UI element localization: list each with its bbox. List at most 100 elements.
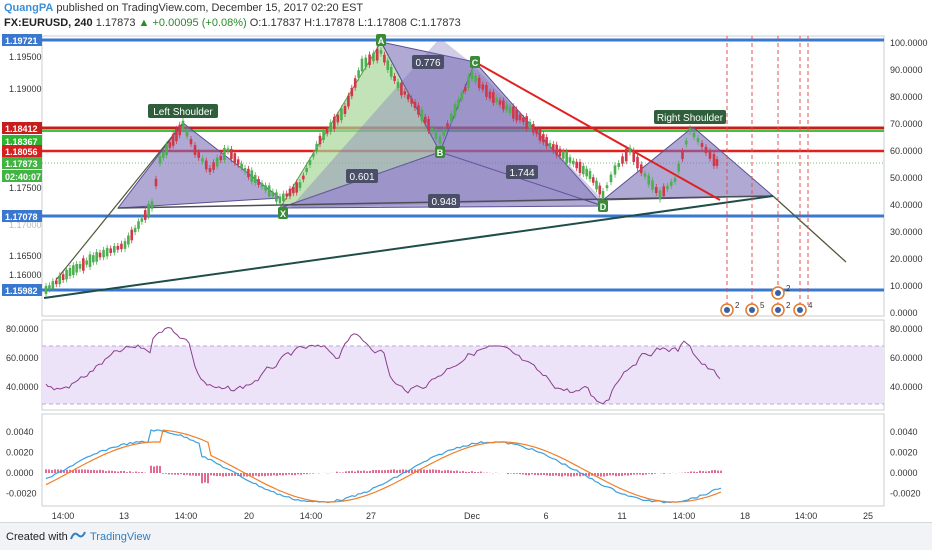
candle-body [181, 120, 185, 130]
candle-body [636, 156, 639, 169]
candle-body [340, 108, 343, 121]
candle-body [508, 106, 512, 114]
created-with-label: Created with [6, 531, 68, 543]
candle-body [515, 109, 518, 121]
candle-body [442, 129, 446, 136]
price-axis-tick: 40.0000 [890, 200, 923, 210]
candle-body [601, 191, 605, 199]
candle-body [123, 241, 127, 249]
candle-body [613, 165, 617, 175]
candle-body [715, 159, 719, 166]
candle-body [632, 150, 636, 162]
candle-body [639, 164, 643, 174]
candle-body [68, 268, 72, 276]
price-level-label: 1.15982 [5, 286, 38, 296]
candle-body [535, 129, 538, 134]
candle-body [688, 128, 692, 132]
candle-body [591, 177, 595, 183]
time-axis-tick: 20 [244, 511, 254, 521]
up-arrow-icon: ▲ [138, 17, 150, 29]
candle-body [654, 187, 658, 193]
last-price: 1.17873 [95, 17, 136, 29]
left-axis-tick: 1.19000 [9, 84, 42, 94]
tradingview-brand[interactable]: TradingView [90, 531, 151, 543]
candle-body [357, 70, 360, 78]
tradingview-logo-icon[interactable] [70, 529, 86, 541]
candle-body [82, 258, 85, 271]
candle-body [512, 106, 515, 119]
candle-body [185, 130, 189, 137]
candle-body [54, 280, 58, 285]
candle-body [406, 94, 410, 100]
candle-body [120, 243, 123, 250]
price-axis-tick: 50.0000 [890, 173, 923, 183]
candle-body [44, 286, 48, 294]
candle-body [127, 235, 130, 245]
candle-body [572, 160, 575, 165]
point-marker [376, 34, 386, 46]
candle-body [582, 165, 585, 175]
price-axis-tick: 90.0000 [890, 65, 923, 75]
candle-body [386, 60, 390, 70]
candle-body [368, 54, 371, 66]
candle-body [85, 260, 88, 265]
candle-body [403, 91, 407, 95]
event-flag-icon [775, 290, 781, 296]
event-count: 2 [786, 301, 791, 310]
left-shoulder-leg [55, 122, 184, 281]
price-axis-tick: 10.0000 [890, 281, 923, 291]
symbol-label[interactable]: FX:EURUSD, 240 [4, 17, 93, 29]
event-count: 5 [760, 301, 765, 310]
right-shoulder-label: Right Shoulder [657, 113, 724, 124]
candle-body [477, 77, 481, 89]
candle-body [575, 161, 578, 169]
price-axis-tick: 30.0000 [890, 227, 923, 237]
candle-body [498, 100, 502, 105]
candle-body [322, 131, 325, 140]
candle-body [528, 121, 532, 129]
candle-body [275, 192, 278, 202]
author-name[interactable]: QuangPA [4, 2, 54, 14]
time-axis-tick: 14:00 [795, 511, 818, 521]
candle-body [137, 221, 140, 229]
candle-body [105, 247, 109, 257]
projection-line [772, 195, 847, 263]
candle-body [98, 252, 102, 258]
candle-body [558, 148, 562, 157]
candle-body [143, 210, 147, 220]
candle-body [666, 185, 669, 190]
candle-body [78, 263, 82, 269]
price-level-tag [2, 122, 42, 134]
candle-body [585, 168, 588, 177]
candle-body [75, 263, 78, 273]
left-axis-tick: 1.16000 [9, 270, 42, 280]
candle-body [285, 193, 288, 197]
candle-body [347, 95, 350, 107]
candle-body [427, 119, 430, 131]
candle-body [485, 85, 488, 97]
candle-body [65, 269, 68, 280]
candle-body [555, 144, 558, 156]
price-level-label: 1.17078 [5, 212, 38, 222]
candle-body [545, 137, 548, 147]
candle-body [669, 181, 673, 186]
candle-body [219, 155, 223, 161]
candle-body [332, 116, 336, 129]
candle-body [677, 163, 681, 172]
candle-body [193, 145, 197, 155]
candle-body [410, 98, 413, 104]
chart-canvas[interactable]: 100.000090.000080.000070.000060.000050.0… [0, 0, 932, 522]
candle-body [518, 114, 522, 121]
footer-bar: Created with TradingView [0, 522, 932, 550]
candle-body [383, 54, 386, 63]
point-label-X: X [280, 209, 286, 219]
ohlc-values: O:1.17837 H:1.17878 L:1.17808 C:1.17873 [249, 17, 461, 29]
candle-body [140, 218, 144, 222]
candle-body [178, 124, 182, 136]
time-axis-tick: 18 [740, 511, 750, 521]
point-label-A: A [378, 36, 385, 46]
candle-body [446, 123, 449, 127]
time-axis-tick: 14:00 [52, 511, 75, 521]
time-axis-tick: 14:00 [673, 511, 696, 521]
candle-body [588, 171, 592, 179]
